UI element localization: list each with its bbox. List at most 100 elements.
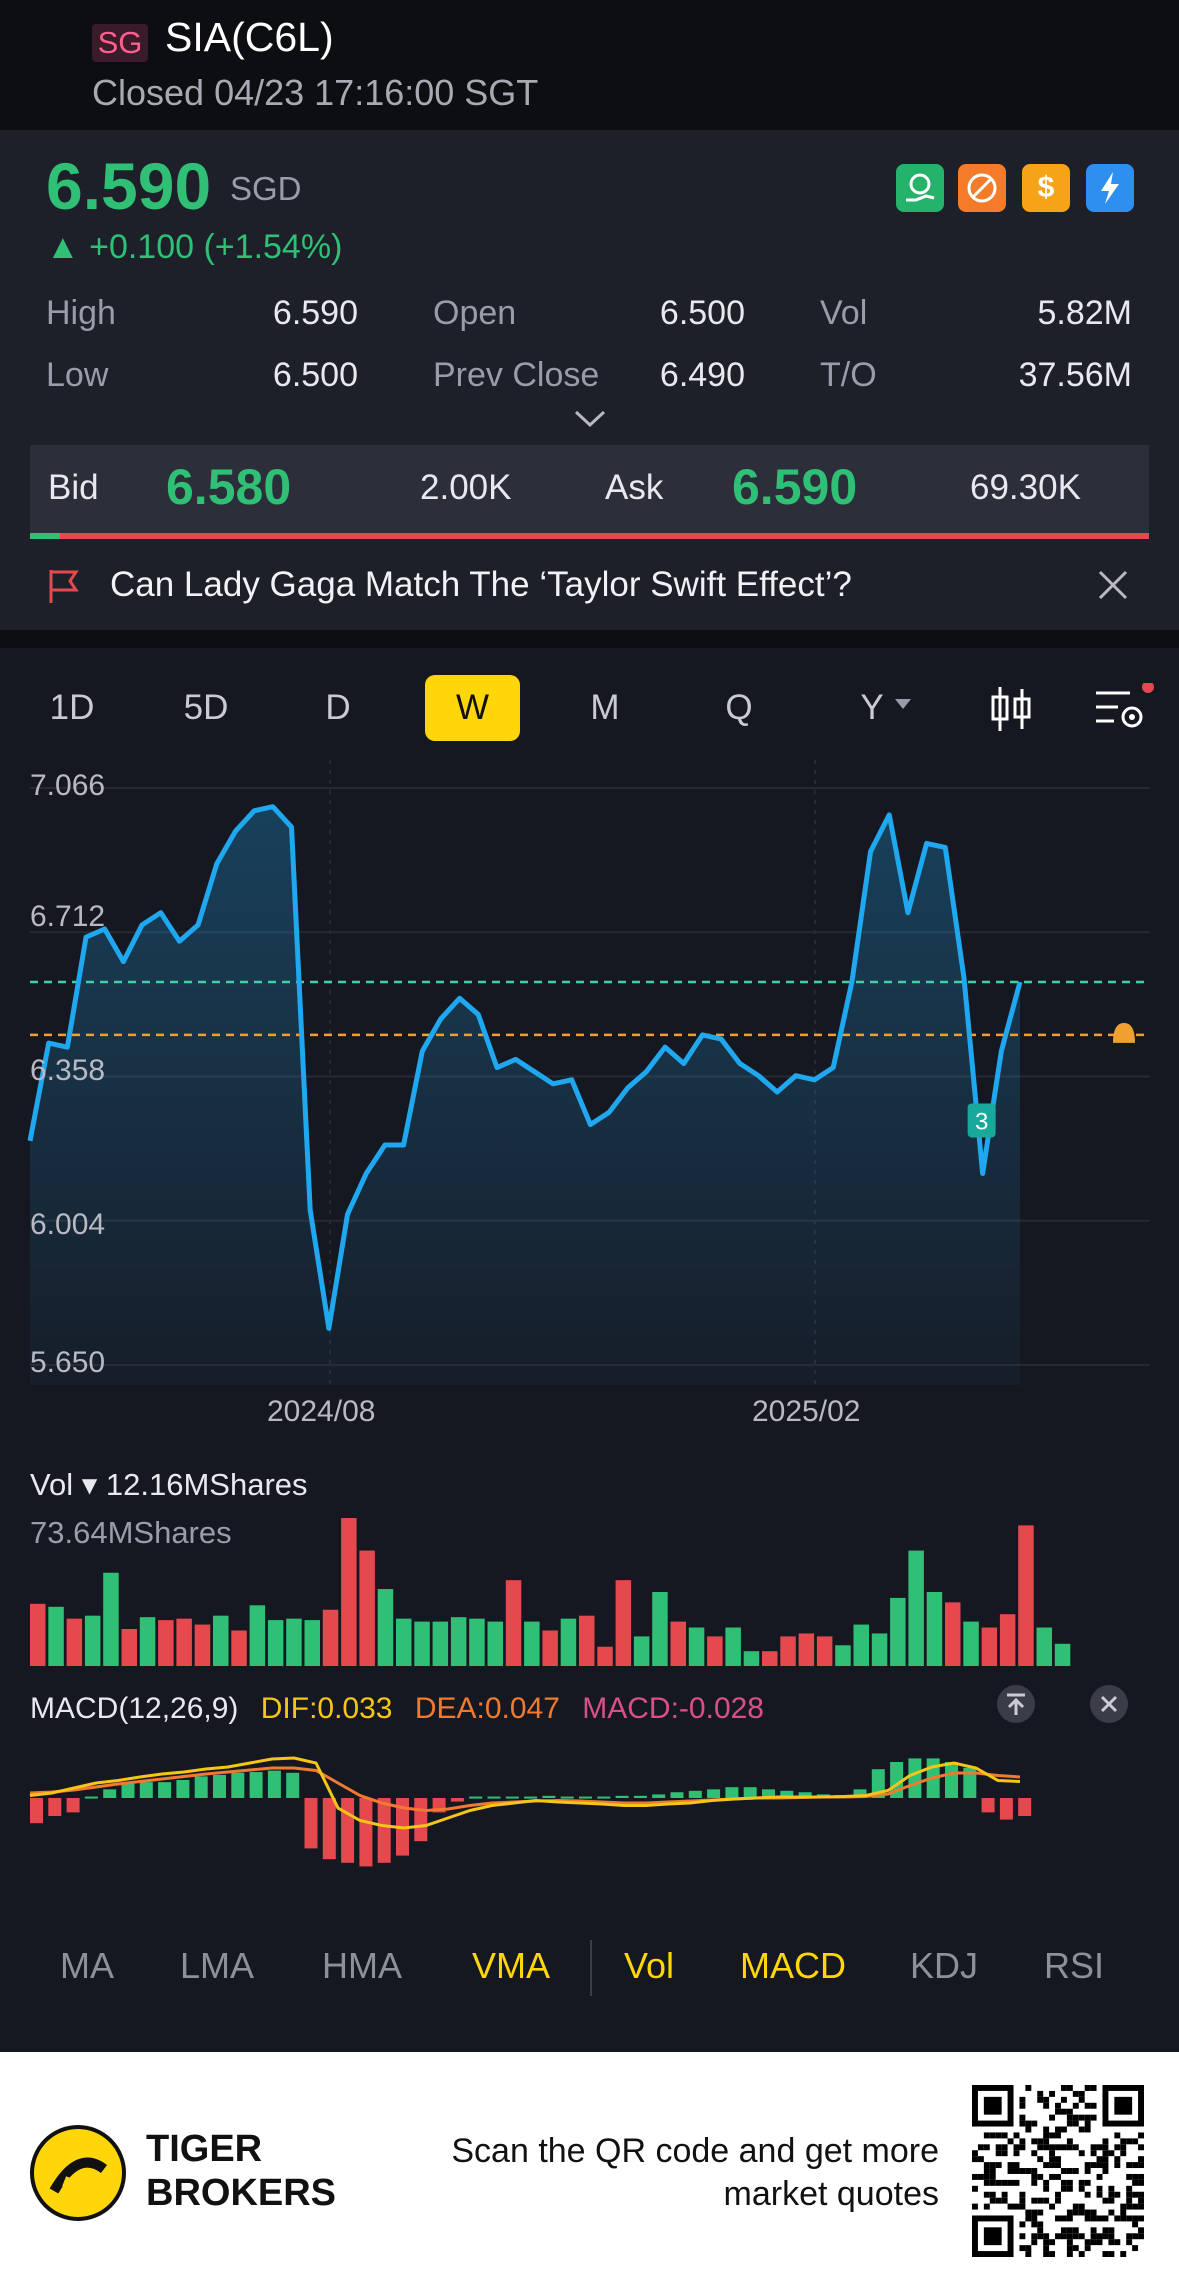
volume-bar	[688, 1627, 705, 1666]
volume-bar	[542, 1630, 558, 1666]
macd-bar	[707, 1789, 721, 1798]
indicator-ma[interactable]: MA	[60, 1945, 114, 1986]
macd-bar	[743, 1787, 757, 1798]
volume-bar	[66, 1618, 83, 1666]
stat-label-turnover: T/O	[820, 356, 877, 394]
no-sign-icon[interactable]	[958, 164, 1006, 212]
volume-bar	[48, 1606, 64, 1666]
price-chart[interactable]: 3	[0, 760, 1179, 1390]
stat-label-open: Open	[433, 294, 517, 332]
volume-bar	[707, 1636, 723, 1666]
section-divider	[0, 630, 1179, 648]
x-tick-label: 2025/02	[752, 1395, 861, 1428]
volume-bar	[487, 1621, 503, 1666]
volume-bar	[999, 1614, 1016, 1666]
macd-bar	[597, 1796, 611, 1799]
indicator-vma[interactable]: VMA	[472, 1945, 551, 1986]
macd-bar	[469, 1796, 483, 1799]
quote-panel	[0, 130, 1179, 630]
volume-bar	[286, 1618, 302, 1666]
y-tick-label: 6.004	[30, 1208, 106, 1241]
volume-bar	[84, 1615, 101, 1666]
ask-price: 6.590	[732, 459, 858, 515]
chevron-down-icon[interactable]	[893, 697, 913, 711]
tab-1d[interactable]: 1D	[49, 688, 95, 727]
lightning-icon[interactable]	[1086, 164, 1134, 212]
qr-code[interactable]	[972, 2085, 1144, 2257]
macd-bar	[48, 1798, 62, 1816]
stat-value-prev-close: 6.490	[659, 356, 745, 394]
tab-daily[interactable]: D	[325, 688, 351, 727]
app-header	[0, 0, 1179, 130]
macd-bar	[945, 1762, 958, 1798]
market-status: Closed 04/23 17:16:00 SGT	[92, 72, 539, 113]
volume-bar	[231, 1630, 247, 1666]
indicator-vol[interactable]: Vol	[624, 1945, 675, 1986]
chart-settings-icon[interactable]	[1092, 683, 1154, 735]
ask-depth-bar	[60, 533, 1149, 539]
tab-quarterly[interactable]: Q	[725, 688, 753, 727]
qr-cta-line1: Scan the QR code and get more	[451, 2132, 939, 2170]
brand-name-line1: TIGER	[146, 2128, 263, 2170]
close-icon[interactable]	[1096, 568, 1130, 602]
macd-bar	[780, 1790, 794, 1798]
macd-bar	[30, 1798, 43, 1824]
macd-bar	[963, 1767, 977, 1798]
indicator-rsi[interactable]: RSI	[1044, 1945, 1105, 1986]
tiger-logo-icon	[30, 2125, 126, 2221]
tab-monthly[interactable]: M	[590, 688, 620, 727]
stat-label-low: Low	[46, 356, 109, 394]
volume-bar	[670, 1621, 686, 1666]
macd-bar	[853, 1789, 867, 1798]
dif-line	[29, 1756, 1021, 1830]
volume-header[interactable]: Vol ▾ 12.16MShares	[30, 1467, 308, 1502]
hand-coin-icon[interactable]	[896, 164, 944, 212]
macd-value: MACD:-0.028	[582, 1692, 764, 1725]
volume-bar	[743, 1651, 760, 1666]
candlestick-icon[interactable]	[985, 683, 1037, 735]
volume-bar	[341, 1518, 357, 1666]
indicator-kdj[interactable]: KDJ	[910, 1945, 979, 1986]
volume-bar	[121, 1629, 137, 1666]
macd-bar	[139, 1782, 153, 1798]
price-change: ▲ +0.100 (+1.54%)	[46, 228, 343, 266]
tab-5d[interactable]: 5D	[183, 688, 229, 727]
pin-top-icon[interactable]	[995, 1683, 1037, 1725]
flag-icon	[49, 570, 79, 603]
macd-bar	[322, 1798, 336, 1860]
macd-bar	[158, 1782, 172, 1798]
volume-bar	[633, 1636, 650, 1666]
news-headline[interactable]: Can Lady Gaga Match The ‘Taylor Swift Ef…	[110, 565, 852, 604]
volume-bar	[30, 1603, 46, 1666]
volume-bar	[798, 1633, 815, 1666]
volume-bar	[267, 1620, 284, 1666]
volume-bar	[322, 1609, 339, 1666]
volume-bar	[762, 1651, 778, 1666]
volume-bar	[853, 1624, 869, 1666]
dollar-icon[interactable]: $	[1022, 164, 1070, 212]
macd-bar	[341, 1798, 355, 1863]
volume-bar	[176, 1618, 192, 1666]
volume-bar	[524, 1621, 540, 1666]
macd-bar	[231, 1772, 245, 1798]
indicator-hma[interactable]: HMA	[322, 1945, 402, 1986]
expand-chevron-icon[interactable]	[572, 408, 608, 430]
macd-bar	[213, 1774, 226, 1798]
volume-bar	[926, 1592, 943, 1666]
volume-bar	[103, 1572, 119, 1666]
volume-bar	[725, 1627, 741, 1666]
macd-bar	[414, 1798, 428, 1842]
macd-bar	[652, 1794, 666, 1798]
tab-weekly[interactable]: W	[425, 675, 520, 741]
volume-chart[interactable]	[0, 1500, 1179, 1670]
indicator-lma[interactable]: LMA	[180, 1945, 255, 1986]
macd-chart[interactable]	[0, 1730, 1179, 1905]
macd-bar	[579, 1796, 592, 1799]
close-indicator-icon[interactable]	[1088, 1683, 1130, 1725]
volume-bar	[890, 1597, 906, 1666]
ask-size: 69.30K	[970, 468, 1081, 507]
indicator-macd[interactable]: MACD	[740, 1945, 846, 1986]
macd-bar	[1018, 1798, 1032, 1816]
tab-yearly[interactable]: Y	[860, 688, 884, 727]
bid-depth-bar	[30, 533, 60, 539]
